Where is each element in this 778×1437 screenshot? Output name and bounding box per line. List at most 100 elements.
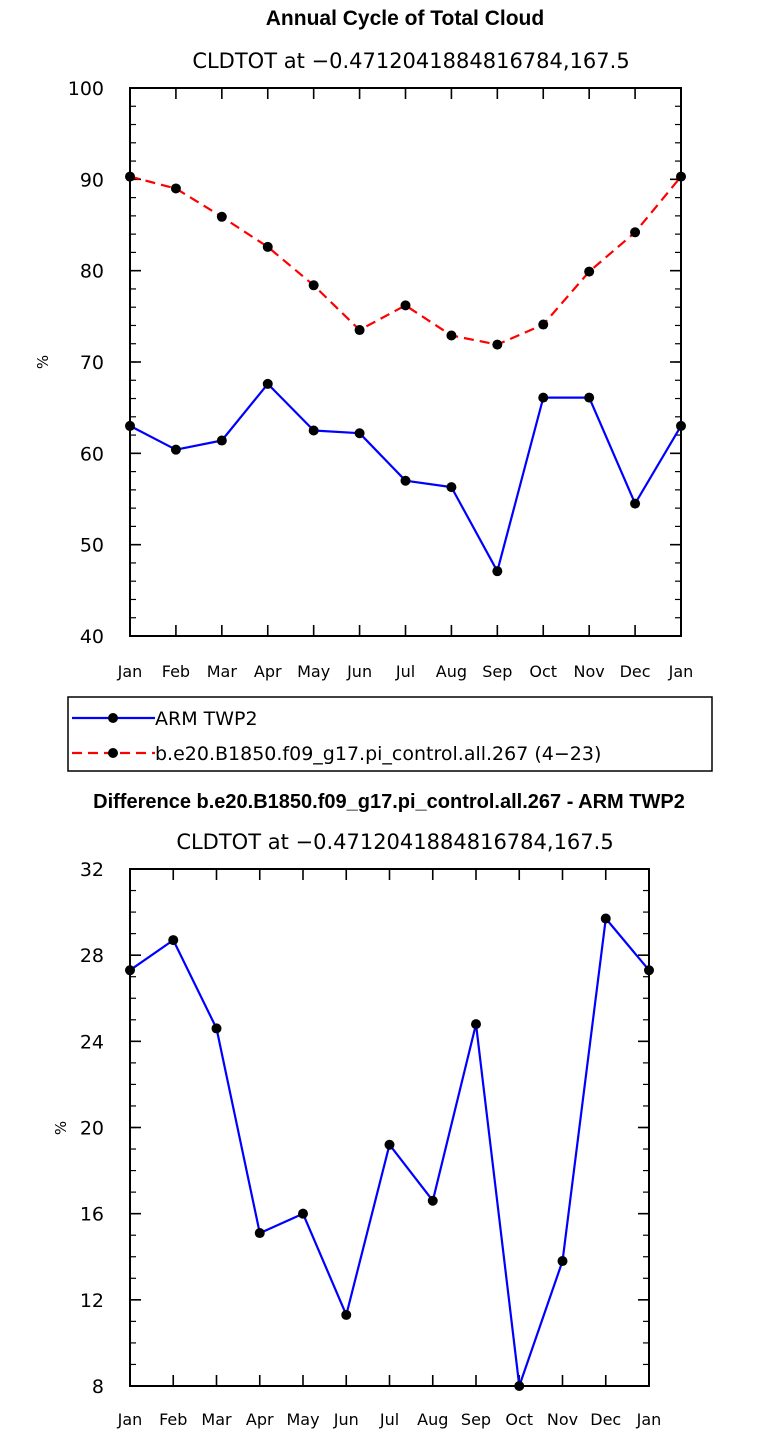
series-0-point xyxy=(308,425,319,436)
annual-cycle-chart: Annual Cycle of Total Cloud CLDTOT at −0… xyxy=(34,7,693,681)
x-tick-label: Aug xyxy=(436,662,467,681)
series-0-point xyxy=(538,392,549,403)
x-tick-label: Sep xyxy=(461,1410,491,1429)
series-1-point xyxy=(125,171,135,182)
chart1-ylabel: % xyxy=(34,355,52,369)
series-0-point xyxy=(676,420,686,431)
series-0-point xyxy=(584,392,595,403)
chart2-subtitle: CLDTOT at −0.4712041884816784,167.5 xyxy=(176,830,613,854)
chart1-legend: ARM TWP2 b.e20.B1850.f09_g17.pi_control.… xyxy=(67,696,713,772)
y-tick-label: 80 xyxy=(80,261,104,283)
series-0-point xyxy=(262,378,273,389)
y-tick-label: 12 xyxy=(80,1290,104,1312)
x-tick-label: Mar xyxy=(207,662,238,681)
x-tick-label: Apr xyxy=(254,662,282,681)
x-tick-label: Dec xyxy=(620,662,651,681)
series-0-point xyxy=(446,482,457,493)
series-1-point xyxy=(216,211,227,222)
x-tick-label: Oct xyxy=(505,1410,533,1429)
y-tick-label: 50 xyxy=(80,535,104,557)
x-tick-label: Jan xyxy=(636,1410,662,1429)
x-tick-label: Jun xyxy=(346,662,372,681)
series-1-point xyxy=(170,183,181,194)
series-1-point xyxy=(400,300,411,311)
chart2-plot-area: 8 12 16 20 24 28 32 Jan Feb Mar Apr May Jun Jul Aug Sep… xyxy=(80,859,662,1429)
series-1-point xyxy=(446,330,457,341)
x-tick-label: Nov xyxy=(547,1410,578,1429)
y-tick-label: 60 xyxy=(80,443,104,465)
y-tick-label: 70 xyxy=(80,352,104,374)
legend-model-marker xyxy=(108,748,118,758)
series-1-point xyxy=(538,319,549,330)
x-tick-label: Sep xyxy=(482,662,512,681)
x-tick-label: Dec xyxy=(590,1410,621,1429)
y-tick-label: 40 xyxy=(80,626,104,648)
series-0-point xyxy=(644,965,654,976)
series-0-point xyxy=(600,913,611,924)
x-tick-label: May xyxy=(286,1410,319,1429)
series-0-point xyxy=(170,444,181,455)
series-0-point xyxy=(341,1309,352,1320)
x-tick-label: Aug xyxy=(417,1410,448,1429)
series-0-point xyxy=(400,475,411,486)
x-tick-label: Jul xyxy=(395,662,415,681)
y-tick-label: 100 xyxy=(68,78,104,100)
series-0-point xyxy=(471,1019,481,1030)
series-1-point xyxy=(630,227,641,238)
series-0-point xyxy=(125,420,135,431)
series-0-point xyxy=(514,1381,525,1391)
series-1-point xyxy=(676,171,686,182)
legend-obs-label: ARM TWP2 xyxy=(155,708,258,730)
series-0-point xyxy=(384,1139,395,1150)
series-0-point xyxy=(211,1023,222,1034)
chart1-title: Annual Cycle of Total Cloud xyxy=(266,7,544,30)
y-tick-label: 32 xyxy=(80,859,104,881)
x-tick-label: Feb xyxy=(159,1410,187,1429)
x-tick-label: Jul xyxy=(379,1410,399,1429)
x-tick-label: May xyxy=(297,662,330,681)
series-0-point xyxy=(168,935,179,946)
series-1-point xyxy=(354,325,365,336)
y-tick-label: 24 xyxy=(80,1031,104,1053)
series-line-1 xyxy=(129,175,682,346)
x-tick-label: Jan xyxy=(117,662,143,681)
series-0-point xyxy=(254,1228,265,1239)
series-0-point xyxy=(125,965,135,976)
chart1-subtitle: CLDTOT at −0.4712041884816784,167.5 xyxy=(192,49,629,73)
series-1-point xyxy=(584,266,595,277)
y-tick-label: 90 xyxy=(80,169,104,191)
series-0-point xyxy=(216,435,227,446)
y-tick-label: 28 xyxy=(80,945,104,967)
y-tick-label: 20 xyxy=(80,1118,104,1140)
x-tick-label: Jan xyxy=(117,1410,143,1429)
chart2-title: Difference b.e20.B1850.f09_g17.pi_contro… xyxy=(93,791,685,813)
series-0-point xyxy=(630,498,641,509)
x-tick-label: Apr xyxy=(246,1410,274,1429)
x-tick-label: Nov xyxy=(574,662,605,681)
series-0-point xyxy=(354,428,365,439)
x-tick-label: Jan xyxy=(668,662,694,681)
y-tick-label: 16 xyxy=(80,1204,104,1226)
series-0-point xyxy=(298,1208,308,1219)
x-tick-label: Mar xyxy=(201,1410,232,1429)
plot-frame xyxy=(129,868,650,1387)
series-1-point xyxy=(262,241,273,252)
chart1-plot-area: 40 50 60 70 80 90 100 Jan Feb Mar Apr May Jun Jul Aug S… xyxy=(68,78,694,681)
series-1-point xyxy=(492,339,503,350)
plot-frame xyxy=(129,87,682,637)
x-tick-label: Feb xyxy=(162,662,190,681)
series-0-point xyxy=(557,1256,568,1267)
series-0-point xyxy=(427,1195,438,1206)
chart2-ylabel: % xyxy=(52,1121,70,1135)
series-line-0 xyxy=(129,917,650,1388)
legend-model-label: b.e20.B1850.f09_g17.pi_control.all.267 (… xyxy=(155,743,601,765)
difference-chart: Difference b.e20.B1850.f09_g17.pi_contro… xyxy=(52,791,685,1429)
series-0-point xyxy=(492,566,503,577)
legend-obs-marker xyxy=(108,713,118,723)
series-1-point xyxy=(308,280,319,291)
x-tick-label: Jun xyxy=(333,1410,359,1429)
x-tick-label: Oct xyxy=(529,662,557,681)
y-tick-label: 8 xyxy=(92,1376,104,1398)
legend-box xyxy=(67,696,713,772)
